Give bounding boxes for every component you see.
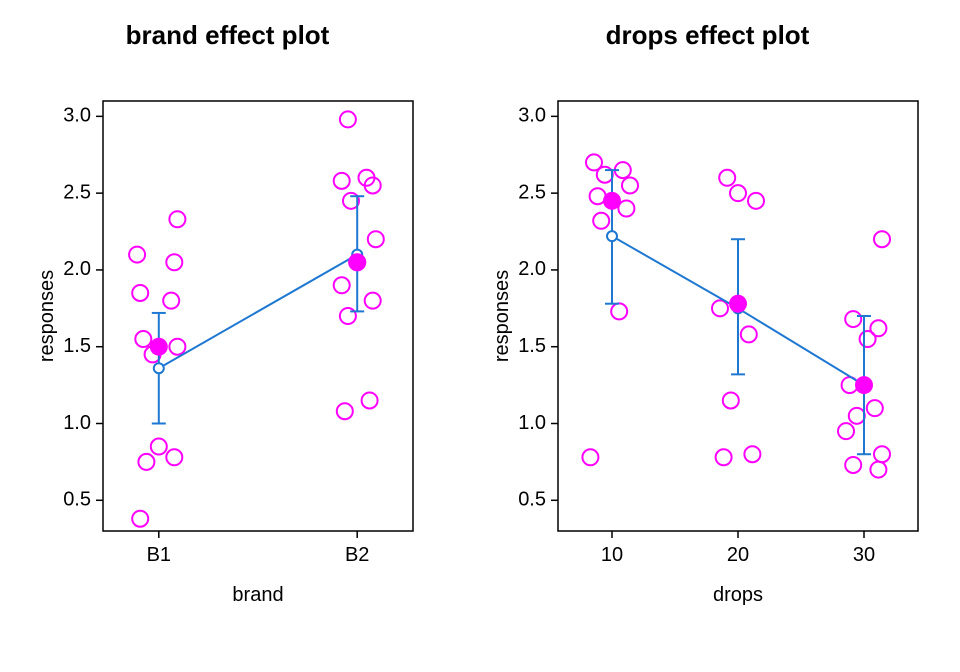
svg-text:1.0: 1.0 bbox=[63, 412, 91, 434]
svg-text:30: 30 bbox=[852, 544, 874, 566]
svg-text:responses: responses bbox=[36, 270, 58, 362]
svg-text:2.0: 2.0 bbox=[63, 258, 91, 280]
svg-text:10: 10 bbox=[600, 544, 622, 566]
panel-title-drops: drops effect plot bbox=[488, 20, 928, 51]
svg-text:B1: B1 bbox=[146, 544, 170, 566]
svg-text:brand: brand bbox=[232, 584, 283, 606]
plot-wrap-brand: 0.5 1.0 1.5 2.0 2.5 3.0 B1 B2 brand responses bbox=[33, 91, 423, 621]
svg-text:drops: drops bbox=[712, 584, 762, 606]
svg-text:B2: B2 bbox=[344, 544, 368, 566]
svg-text:3.0: 3.0 bbox=[518, 105, 546, 127]
svg-text:3.0: 3.0 bbox=[63, 105, 91, 127]
svg-text:0.5: 0.5 bbox=[63, 489, 91, 511]
svg-text:0.5: 0.5 bbox=[518, 489, 546, 511]
chart-container: brand effect plot 0.5 1.0 1.5 2.0 2.5 3.0 B1 B2… bbox=[0, 0, 960, 672]
svg-text:20: 20 bbox=[726, 544, 748, 566]
plot-svg-drops: 0.5 1.0 1.5 2.0 2.5 3.0 10 20 30 drops responses bbox=[488, 91, 928, 621]
svg-text:2.0: 2.0 bbox=[518, 258, 546, 280]
svg-text:2.5: 2.5 bbox=[63, 181, 91, 203]
panel-drops: drops effect plot 0.5 1.0 1.5 2.0 2.5 3.0 10 20… bbox=[488, 20, 928, 621]
panel-title-brand: brand effect plot bbox=[33, 20, 423, 51]
plot-wrap-drops: 0.5 1.0 1.5 2.0 2.5 3.0 10 20 30 drops responses bbox=[488, 91, 928, 621]
svg-text:responses: responses bbox=[491, 270, 513, 362]
svg-text:1.5: 1.5 bbox=[63, 335, 91, 357]
panel-brand: brand effect plot 0.5 1.0 1.5 2.0 2.5 3.0 B1 B2… bbox=[33, 20, 423, 621]
svg-text:1.5: 1.5 bbox=[518, 335, 546, 357]
svg-text:2.5: 2.5 bbox=[518, 181, 546, 203]
svg-text:1.0: 1.0 bbox=[518, 412, 546, 434]
plot-svg-brand: 0.5 1.0 1.5 2.0 2.5 3.0 B1 B2 brand responses bbox=[33, 91, 423, 621]
